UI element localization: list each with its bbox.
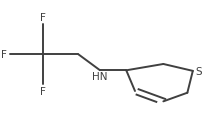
Text: F: F: [40, 13, 46, 23]
Text: S: S: [195, 66, 202, 76]
Text: F: F: [40, 87, 46, 97]
Text: HN: HN: [92, 72, 108, 82]
Text: F: F: [2, 50, 7, 60]
